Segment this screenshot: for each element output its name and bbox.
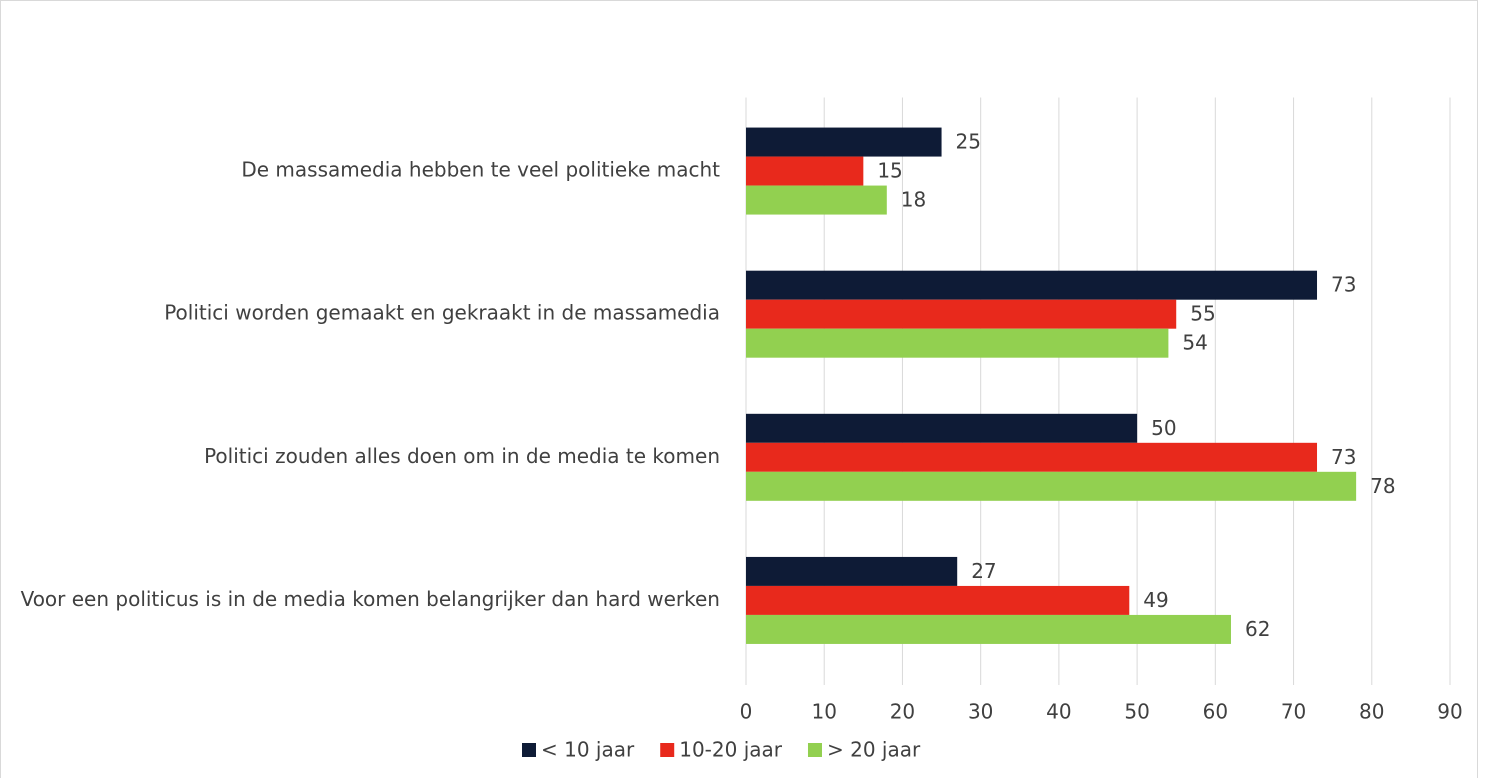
value-label: 78 (1370, 474, 1395, 498)
legend-label: < 10 jaar (541, 738, 635, 762)
value-label: 27 (971, 559, 996, 583)
value-label: 73 (1331, 273, 1356, 297)
x-tick-label: 10 (811, 700, 836, 724)
legend-label: 10-20 jaar (679, 738, 783, 762)
bar (746, 471, 1357, 501)
x-tick-label: 40 (1046, 700, 1071, 724)
legend-swatch (807, 743, 822, 757)
bar (746, 127, 942, 157)
bar (746, 299, 1177, 329)
x-tick-label: 80 (1359, 700, 1384, 724)
y-tick-label: Politici zouden alles doen om in de medi… (204, 444, 720, 468)
legend-swatch (522, 743, 536, 757)
bar (746, 270, 1318, 300)
bar (746, 328, 1169, 358)
value-label: 73 (1331, 445, 1356, 469)
value-label: 54 (1182, 331, 1207, 355)
x-tick-label: 70 (1281, 700, 1306, 724)
x-tick-label: 30 (968, 700, 993, 724)
value-label: 55 (1190, 302, 1215, 326)
bar (746, 442, 1318, 472)
x-tick-label: 20 (890, 700, 915, 724)
value-label: 25 (956, 130, 981, 154)
y-tick-label: De massamedia hebben te veel politieke m… (241, 158, 720, 182)
x-tick-label: 60 (1203, 700, 1228, 724)
x-tick-label: 90 (1437, 700, 1462, 724)
value-label: 15 (877, 159, 902, 183)
legend-label: > 20 jaar (827, 738, 921, 762)
x-tick-label: 50 (1124, 700, 1149, 724)
y-tick-label: Voor een politicus is in de media komen … (21, 587, 720, 611)
value-label: 49 (1143, 588, 1168, 612)
bar (746, 556, 958, 586)
bar (746, 585, 1130, 615)
y-tick-label: Politici worden gemaakt en gekraakt in d… (164, 301, 720, 325)
x-tick-label: 0 (740, 700, 753, 724)
bar (746, 156, 864, 186)
legend-swatch (660, 743, 675, 757)
bar (746, 185, 887, 215)
value-label: 62 (1245, 617, 1270, 641)
bar (746, 413, 1138, 443)
value-label: 18 (901, 188, 926, 212)
value-label: 50 (1151, 416, 1176, 440)
bar (746, 614, 1231, 644)
